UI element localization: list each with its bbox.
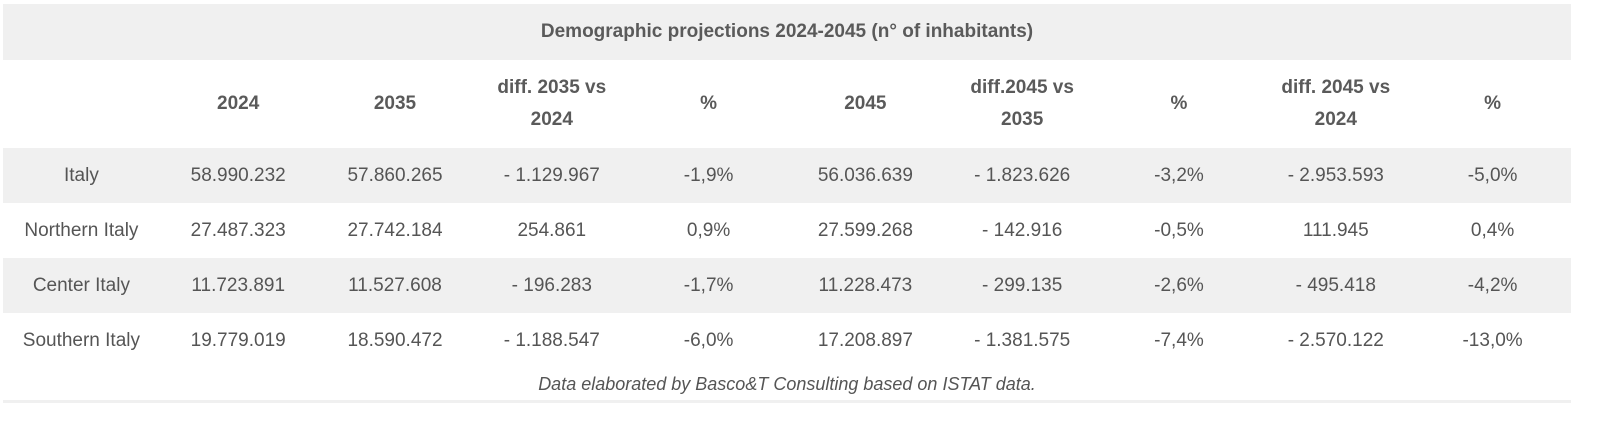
column-header: 2024 xyxy=(217,93,260,114)
table-title: Demographic projections 2024-2045 (n° of… xyxy=(3,4,1571,60)
table-cell: - 196.283 xyxy=(473,258,631,313)
table-row: Southern Italy 19.779.019 18.590.472 - 1.18… xyxy=(3,313,1571,368)
column-header: % xyxy=(1170,93,1188,114)
row-label: Northern Italy xyxy=(24,219,139,241)
table-cell: 58.990.232 xyxy=(159,148,317,203)
table-header-row: 2024 2035 diff. 2035 vs 2024% 2045 diff.2045 … xyxy=(3,60,1571,148)
row-label: Southern Italy xyxy=(22,329,141,351)
table-row: Northern Italy 27.487.323 27.742.184 254.86… xyxy=(3,203,1571,258)
table-title-row: Demographic projections 2024-2045 (n° of… xyxy=(3,4,1571,60)
projections-table: Demographic projections 2024-2045 (n° of… xyxy=(3,4,1571,368)
table-cell: 11.527.608 xyxy=(316,258,474,313)
row-label: Italy xyxy=(3,148,160,203)
table-cell: - 1.381.575 xyxy=(974,329,1071,351)
table-cell: 19.779.019 xyxy=(190,329,286,351)
table-cell: -13,0% xyxy=(1462,329,1523,351)
table-cell: -2,6% xyxy=(1100,258,1258,313)
table-cell: -3,2% xyxy=(1100,148,1258,203)
row-label: Center Italy xyxy=(3,258,160,313)
table-cell: - 1.188.547 xyxy=(503,329,600,351)
table-cell: - 2.953.593 xyxy=(1257,148,1415,203)
column-header: 2035 xyxy=(373,93,417,114)
table-cell: 0,9% xyxy=(686,219,731,241)
column-header: % xyxy=(700,93,718,114)
table-cell: -0,5% xyxy=(1154,219,1204,241)
table-cell: -5,0% xyxy=(1414,148,1571,203)
table-cell: 11.228.473 xyxy=(786,258,944,313)
column-header: diff. 2035 vs 2024 xyxy=(497,77,607,130)
table-cell: 27.487.323 xyxy=(190,219,286,241)
table-cell: 0,4% xyxy=(1470,219,1515,241)
table-cell: -1,7% xyxy=(630,258,787,313)
table-cell: 11.723.891 xyxy=(159,258,317,313)
table-cell: - 2.570.122 xyxy=(1287,329,1384,351)
column-header xyxy=(3,60,160,148)
column-header: 2045 xyxy=(844,93,887,114)
table-cell: -1,9% xyxy=(630,148,787,203)
column-header: diff. 2045 vs 2024 xyxy=(1281,77,1391,130)
table-cell: 27.599.268 xyxy=(817,219,913,241)
projections-table-container: Demographic projections 2024-2045 (n° of… xyxy=(3,4,1571,403)
table-cell: 57.860.265 xyxy=(316,148,474,203)
column-header: diff.2045 vs 2035 xyxy=(970,77,1074,130)
column-header: % xyxy=(1484,93,1502,114)
table-cell: 254.861 xyxy=(517,219,587,241)
table-cell: -6,0% xyxy=(683,329,734,351)
table-cell: 27.742.184 xyxy=(347,219,443,241)
table-cell: - 1.823.626 xyxy=(943,148,1101,203)
table-row: Center Italy 11.723.891 11.527.608- 196.28… xyxy=(3,258,1571,313)
table-cell: 18.590.472 xyxy=(347,329,443,351)
table-cell: - 299.135 xyxy=(943,258,1101,313)
table-cell: - 495.418 xyxy=(1257,258,1415,313)
table-cell: - 1.129.967 xyxy=(473,148,631,203)
table-cell: 17.208.897 xyxy=(817,329,913,351)
table-row: Italy 58.990.232 57.860.265- 1.129.967 -1,9… xyxy=(3,148,1571,203)
table-cell: - 142.916 xyxy=(982,219,1063,241)
table-cell: 56.036.639 xyxy=(786,148,944,203)
table-cell: -7,4% xyxy=(1154,329,1204,351)
table-caption: Data elaborated by Basco&T Consulting ba… xyxy=(3,368,1571,403)
table-cell: 111.945 xyxy=(1302,219,1369,241)
table-cell: -4,2% xyxy=(1414,258,1571,313)
